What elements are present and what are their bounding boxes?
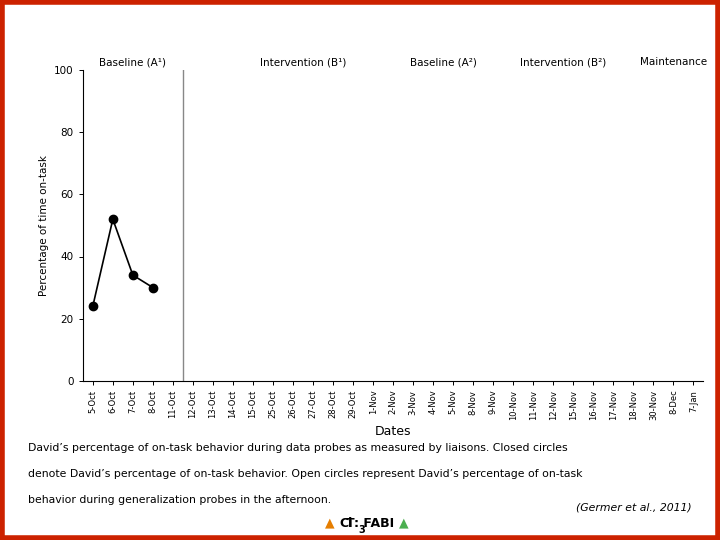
Text: ▲: ▲ [325,517,334,530]
Text: Maintenance: Maintenance [640,57,707,67]
Text: (Germer et al., 2011): (Germer et al., 2011) [576,503,692,512]
Text: David’s percentage of on-task behavior during data probes as measured by liaison: David’s percentage of on-task behavior d… [28,443,568,453]
Text: behavior during generalization probes in the afternoon.: behavior during generalization probes in… [28,495,331,505]
X-axis label: Dates: Dates [375,426,411,438]
Text: Intervention (B¹): Intervention (B¹) [260,57,346,67]
Text: denote David’s percentage of on-task behavior. Open circles represent David’s pe: denote David’s percentage of on-task beh… [28,469,583,478]
Text: Baseline (A²): Baseline (A²) [410,57,477,67]
Y-axis label: Percentage of time on-task: Percentage of time on-task [39,155,48,296]
Text: T: FABI: T: FABI [346,517,395,530]
Text: 3: 3 [359,524,366,535]
Text: ▲: ▲ [399,517,409,530]
Text: Baseline (A¹): Baseline (A¹) [99,57,166,67]
Text: Intervention (B²): Intervention (B²) [520,57,606,67]
Text: David’s Intervention Outcomes (On –Task Behavior): David’s Intervention Outcomes (On –Task … [57,24,663,45]
Text: Ci: Ci [340,517,353,530]
